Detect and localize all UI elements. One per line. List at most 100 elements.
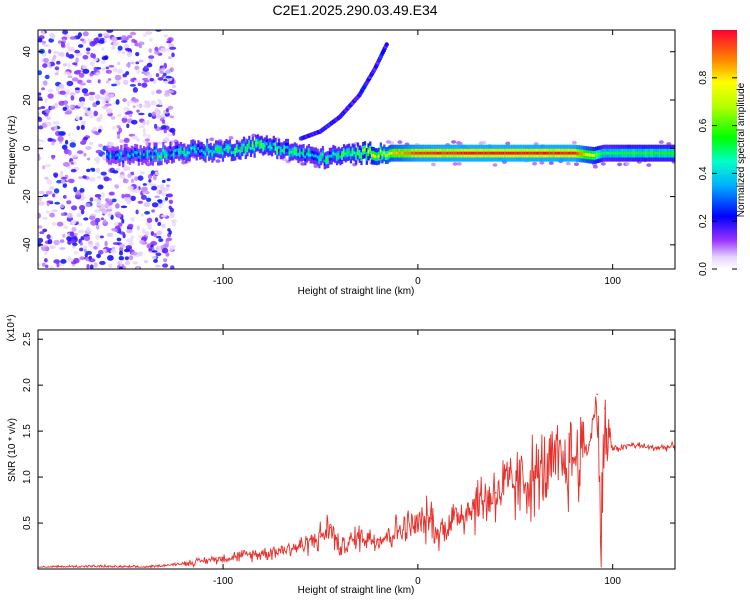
noise-cell [85,250,93,255]
noise-cell [42,63,48,68]
noise-cell [56,221,64,227]
noise-cell [80,192,85,198]
noise-cell [49,212,55,218]
noise-cell [121,117,128,123]
band-core [490,151,493,155]
noise-cell [161,202,165,206]
noise-cell [80,140,87,145]
noise-cell [136,225,140,231]
snr-multiplier: (x10⁴) [6,314,17,341]
noise-cell [43,44,50,47]
band-core [341,154,344,157]
band-core [647,151,651,155]
band-core [483,151,486,155]
noise-cell [145,231,150,236]
band-core [192,146,195,150]
noise-cell [94,194,102,198]
noise-cell [93,262,98,268]
noise-cell [60,179,66,185]
noise-cell [41,262,46,267]
noise-cell [59,239,65,243]
band-core [605,151,608,155]
band-core [555,151,558,155]
noise-cell [154,108,159,114]
noise-cell [58,140,63,145]
noise-cell [87,107,91,111]
noise-cell [44,98,48,104]
band-core [439,151,442,155]
noise-cell [52,121,60,125]
noise-cell [67,62,71,69]
band-core [574,151,577,155]
noise-cell [50,33,56,40]
noise-cell [93,130,99,135]
band-core [616,151,619,155]
y-tick-label: 2.5 [22,332,33,346]
band-core [442,151,445,155]
noise-cell [88,258,96,263]
noise-cell [164,136,170,141]
y-tick-label: 1.5 [22,424,33,438]
band-core [386,153,389,157]
band-core [562,151,565,155]
band-core [463,151,466,155]
band-core [376,155,379,159]
noise-cell [98,250,104,255]
y-tick-label: -40 [22,237,33,252]
noise-cell [155,73,160,78]
noise-cell [53,172,59,178]
noise-cell [165,184,171,188]
band-core [558,151,561,155]
noise-cell [79,188,85,193]
noise-cell [157,230,162,236]
noise-cell [40,139,44,143]
noise-cell [116,82,121,85]
band-core [383,151,386,155]
band-core [300,151,303,155]
noise-cell [492,163,498,167]
noise-cell [104,91,111,98]
band-core [299,151,302,155]
band-core [167,153,170,157]
band-core [602,151,605,155]
band-core [397,151,400,155]
noise-cell [95,149,103,154]
noise-cell [151,202,159,208]
band-core [642,151,645,155]
band-core [164,152,167,156]
band-core [572,151,575,155]
noise-cell [63,100,68,106]
noise-cell [52,50,60,55]
y-tick-label: 0 [22,145,33,151]
noise-cell [102,154,107,160]
band-core [672,151,675,155]
band-core [577,152,580,156]
band-core [360,155,363,159]
noise-cell [101,47,105,51]
spectrogram-frame [37,29,676,270]
band-core [407,151,410,155]
band-core [306,152,309,156]
band-core [539,151,542,155]
noise-cell [646,163,652,167]
noise-cell [76,213,82,218]
colorbar-tick-label: 0.4 [698,166,709,180]
band-core [286,145,289,149]
noise-cell [160,214,167,218]
noise-cell [83,217,89,221]
noise-cell [85,146,92,150]
noise-cell [77,32,82,38]
band-core [143,153,146,157]
band-core [626,151,630,155]
band-core [607,151,610,155]
noise-cell [658,140,664,144]
band-core [323,159,326,163]
noise-cell [121,218,125,224]
noise-cell [76,125,80,131]
band-core [157,155,160,159]
noise-cell [83,235,91,241]
band-core [155,149,158,153]
colorbar-label: Normalized spectral amplitude [736,82,747,217]
noise-cell [144,260,149,264]
band-core [428,151,431,155]
